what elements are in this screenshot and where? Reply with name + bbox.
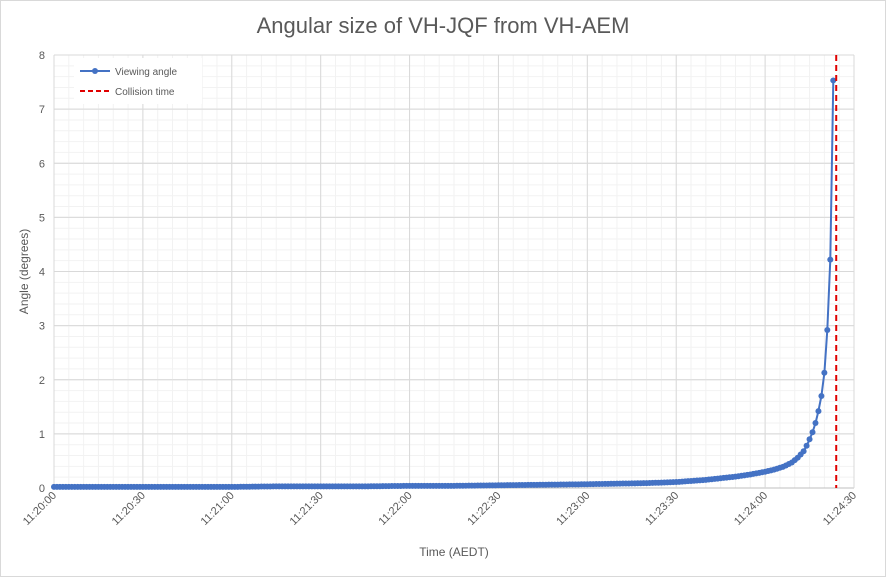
legend-collision-time-label: Collision time <box>115 87 175 98</box>
viewing-angle-point <box>812 420 819 427</box>
x-tick-label: 11:21:00 <box>199 490 237 528</box>
y-tick-label: 8 <box>39 50 45 62</box>
viewing-angle-point <box>827 256 834 263</box>
y-tick-label: 4 <box>39 267 45 279</box>
y-tick-label: 6 <box>39 158 45 170</box>
y-tick-label: 0 <box>39 483 45 495</box>
series-layer <box>51 55 838 490</box>
viewing-angle-point <box>815 408 822 415</box>
y-tick-label: 3 <box>39 321 45 333</box>
y-tick-label: 7 <box>39 104 45 116</box>
chart-title: Angular size of VH-JQF from VH-AEM <box>257 13 630 38</box>
x-tick-label: 11:23:00 <box>554 490 592 528</box>
viewing-angle-point <box>806 436 813 443</box>
viewing-angle-point <box>809 429 816 436</box>
x-tick-label: 11:20:00 <box>21 490 59 528</box>
viewing-angle-point <box>800 448 807 455</box>
x-tick-label: 11:22:30 <box>465 490 503 528</box>
gridlines <box>53 54 855 489</box>
viewing-angle-point <box>824 326 831 333</box>
viewing-angle-point <box>821 369 828 376</box>
x-tick-label: 11:24:30 <box>821 490 859 528</box>
viewing-angle-point <box>818 392 825 399</box>
x-tick-label: 11:22:00 <box>376 490 414 528</box>
y-tick-label: 1 <box>39 429 45 441</box>
y-axis-tick-labels: 0 1 2 3 4 5 6 7 8 <box>39 50 45 495</box>
legend: Viewing angle Collision time <box>74 58 202 104</box>
y-tick-label: 2 <box>39 375 45 387</box>
x-tick-label: 11:20:30 <box>110 490 148 528</box>
y-axis-label: Angle (degrees) <box>17 229 31 314</box>
viewing-angle-point <box>830 77 837 84</box>
y-tick-label: 5 <box>39 212 45 224</box>
viewing-angle-point <box>803 442 810 449</box>
x-axis-tick-labels: 11:20:00 11:20:30 11:21:00 11:21:30 11:22:00… <box>21 490 859 528</box>
legend-viewing-angle-marker <box>92 68 98 74</box>
x-tick-label: 11:24:00 <box>732 490 770 528</box>
x-tick-label: 11:21:30 <box>288 490 326 528</box>
x-axis-label: Time (AEDT) <box>419 545 489 559</box>
legend-viewing-angle-label: Viewing angle <box>115 67 178 78</box>
x-tick-label: 11:23:30 <box>643 490 681 528</box>
